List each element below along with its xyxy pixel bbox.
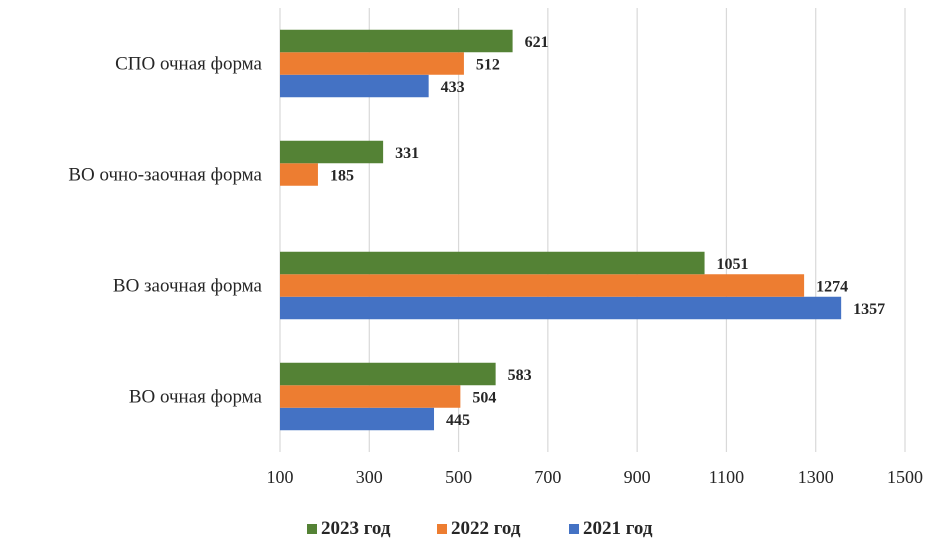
data-label: 185 [330,168,354,185]
data-label: 1051 [717,256,749,273]
data-label: 433 [441,79,465,96]
legend-label: 2021 год [583,518,653,539]
bar [280,141,383,164]
data-label: 583 [508,367,532,384]
category-label: СПО очная форма [115,54,262,75]
x-tick-label: 1500 [887,467,923,487]
bar [280,52,464,75]
category-labels: ВО очная форма ВО заочная форма ВО очно-за… [68,54,262,408]
x-tick-label: 1100 [709,467,744,487]
data-label: 512 [476,57,500,74]
category-label: ВО заочная форма [113,276,263,297]
data-label: 331 [395,145,419,162]
category-label: ВО очная форма [129,387,263,408]
x-tick-label: 300 [356,467,383,487]
data-label: 504 [472,390,496,407]
bar [280,408,434,431]
legend-swatch [437,524,447,534]
bar [280,252,705,275]
legend: 2023 год 2022 год 2021 год [307,518,653,539]
data-label: 1274 [816,279,848,296]
bar [280,297,841,320]
x-tick-label: 1300 [798,467,834,487]
bar [280,274,804,297]
bar [280,30,513,53]
data-label: 1357 [853,301,885,318]
bar [280,75,429,98]
legend-swatch [569,524,579,534]
bars [280,30,841,431]
data-label: 621 [525,34,549,51]
x-tick-label: 900 [624,467,651,487]
data-label: 445 [446,412,470,429]
x-tick-label: 100 [267,467,294,487]
legend-swatch [307,524,317,534]
legend-label: 2023 год [321,518,391,539]
x-tick-labels: 100 300 500 700 900 1100 1300 1500 [267,467,924,487]
x-tick-label: 700 [534,467,561,487]
legend-label: 2022 год [451,518,521,539]
bar [280,363,496,386]
category-label: ВО очно-заочная форма [68,165,262,186]
bar [280,385,460,408]
bar [280,163,318,186]
x-tick-label: 500 [445,467,472,487]
